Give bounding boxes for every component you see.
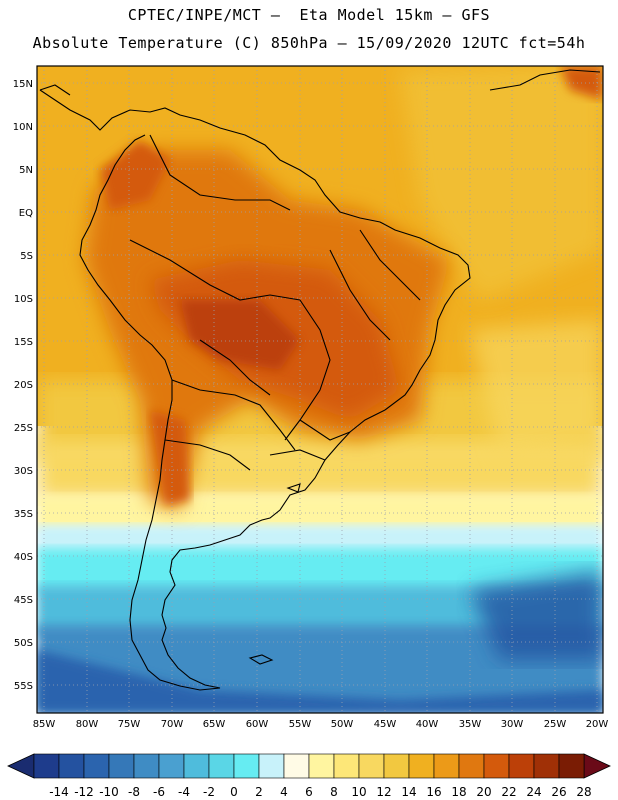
lat-label: 50S [14,638,33,649]
lat-label: 40S [14,552,33,563]
lon-label: 60W [246,719,269,730]
lon-label: 50W [331,719,354,730]
colorbar-swatch [458,753,485,779]
colorbar-swatch [333,753,360,779]
lat-label: 45S [14,595,33,606]
lat-label: EQ [19,208,33,219]
lon-label: 20W [586,719,609,730]
colorbar-tick-label: 0 [230,785,238,799]
colorbar-swatch [558,753,585,779]
lat-label: 10S [14,294,33,305]
colorbar-swatch [108,753,135,779]
colorbar-tick-label: 6 [305,785,313,799]
colorbar-tick-label: -6 [153,785,165,799]
colorbar-tick-label: -12 [74,785,94,799]
colorbar-tick-label: 10 [351,785,366,799]
colorbar-high-triangle [583,753,611,779]
colorbar-swatch [258,753,285,779]
colorbar-tick-label: 20 [476,785,491,799]
lon-label: 85W [33,719,56,730]
colorbar-tick-label: -4 [178,785,190,799]
colorbar-swatch [183,753,210,779]
lon-label: 65W [203,719,226,730]
colorbar-low-triangle [7,753,35,779]
colorbar-swatch [483,753,510,779]
lat-label: 5N [19,165,33,176]
colorbar-tick-label: 26 [551,785,566,799]
colorbar-tick-label: 4 [280,785,288,799]
temperature-field [37,66,603,713]
lat-label: 25S [14,423,33,434]
colorbar-tick-label: 28 [576,785,591,799]
colorbar-swatch [158,753,185,779]
colorbar-swatch [508,753,535,779]
longitude-labels: 85W 80W 75W 70W 65W 60W 55W 50W 45W 40W … [33,719,609,730]
lat-label: 10N [13,122,33,133]
lat-label: 15S [14,337,33,348]
lon-label: 35W [459,719,482,730]
lat-label: 55S [14,681,33,692]
lon-label: 25W [544,719,567,730]
colorbar-tick-label: -8 [128,785,140,799]
colorbar-tick-label: 12 [376,785,391,799]
colorbar-swatch [308,753,335,779]
lon-label: 70W [161,719,184,730]
colorbar-tick-label: 8 [330,785,338,799]
colorbar-tick-label: 22 [501,785,516,799]
colorbar-tick-label: 16 [426,785,441,799]
colorbar-swatch [283,753,310,779]
colorbar-tick-label: -14 [49,785,69,799]
colorbar-swatch [358,753,385,779]
colorbar-swatch [208,753,235,779]
colorbar-tick-label: -2 [203,785,215,799]
latitude-labels: 15N 10N 5N EQ 5S 10S 15S 20S 25S 30S 35S… [13,79,33,692]
colorbar-tick-label: 14 [401,785,416,799]
map-title-line1: CPTEC/INPE/MCT – Eta Model 15km – GFS [127,6,491,24]
lon-label: 30W [501,719,524,730]
colorbar-tick-label: 24 [526,785,541,799]
colorbar-swatch [408,753,435,779]
colorbar-swatch [233,753,260,779]
colorbar-swatch [533,753,560,779]
lon-label: 40W [416,719,439,730]
colorbar-swatch [33,753,60,779]
map-title-line2: Absolute Temperature (C) 850hPa – 15/09/… [32,34,586,52]
lon-label: 80W [76,719,99,730]
lat-label: 5S [20,251,33,262]
colorbar-swatch [133,753,160,779]
lon-label: 45W [374,719,397,730]
colorbar-tick-label: 2 [255,785,263,799]
colorbar-tick-label: 18 [451,785,466,799]
colorbar-tick-label: -10 [99,785,119,799]
lon-label: 75W [118,719,141,730]
colorbar-swatch [58,753,85,779]
colorbar: -14 -12 -10 -8 -6 -4 -2 0 2 4 6 8 10 12 14 16 18 20 22 24 26… [7,753,611,799]
colorbar-swatch [83,753,110,779]
colorbar-swatch [383,753,410,779]
lat-label: 15N [13,79,33,90]
map-frame [36,65,604,714]
coastline [39,69,601,691]
colorbar-swatch [433,753,460,779]
lon-label: 55W [289,719,312,730]
lat-label: 30S [14,466,33,477]
lat-label: 35S [14,509,33,520]
lat-label: 20S [14,380,33,391]
